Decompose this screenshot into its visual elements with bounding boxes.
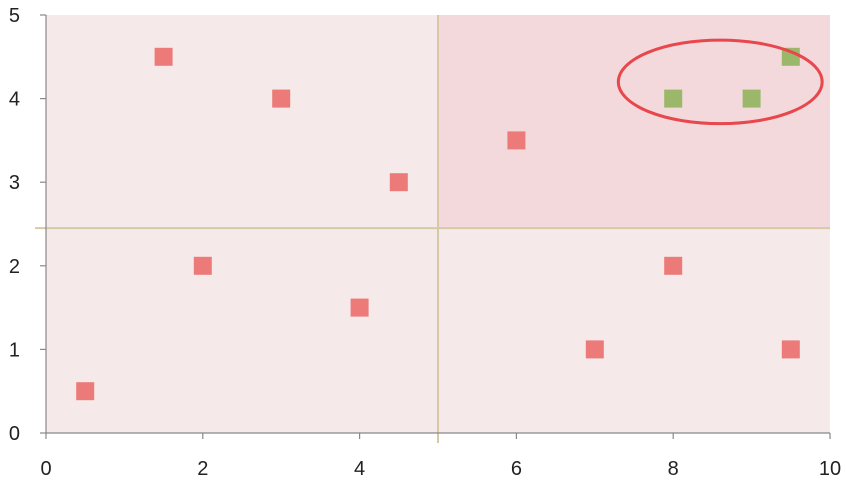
data-point-series-1 (781, 340, 800, 359)
y-tick-label: 4 (9, 89, 20, 111)
x-tick-label: 8 (668, 458, 679, 480)
data-point-series-1 (507, 131, 526, 150)
data-point-series-1 (76, 382, 95, 401)
y-tick-label: 1 (9, 339, 20, 361)
data-point-series-1 (350, 298, 369, 317)
axes: 0 1 2 3 4 5 0 2 4 6 8 10 (9, 5, 841, 480)
data-points (76, 47, 800, 401)
highlight-annotation (616, 38, 824, 126)
x-tick-label: 10 (819, 458, 841, 480)
highlight-ellipse (616, 38, 824, 126)
quadrant-bottom-right (438, 228, 830, 433)
y-tick-label: 5 (9, 5, 20, 27)
data-point-series-1 (272, 89, 291, 108)
data-point-series-2 (742, 89, 761, 108)
data-point-series-1 (193, 256, 212, 275)
data-point-series-1 (664, 256, 683, 275)
quadrant-top-right (438, 15, 830, 229)
quadrant-bottom-left (46, 228, 438, 433)
y-tick-label: 3 (9, 172, 20, 194)
quadrant-backgrounds (46, 15, 830, 433)
quadrant-dividers (35, 15, 830, 443)
y-tick-label: 2 (9, 256, 20, 278)
data-point-series-1 (585, 340, 604, 359)
x-tick-label: 0 (40, 458, 51, 480)
quadrant-top-left (46, 15, 438, 229)
y-tick-label: 0 (9, 423, 20, 445)
x-tick-label: 4 (354, 458, 365, 480)
data-point-series-1 (154, 47, 173, 66)
x-tick-label: 6 (511, 458, 522, 480)
data-point-series-1 (389, 173, 408, 192)
x-tick-label: 2 (197, 458, 208, 480)
data-point-series-2 (664, 89, 683, 108)
